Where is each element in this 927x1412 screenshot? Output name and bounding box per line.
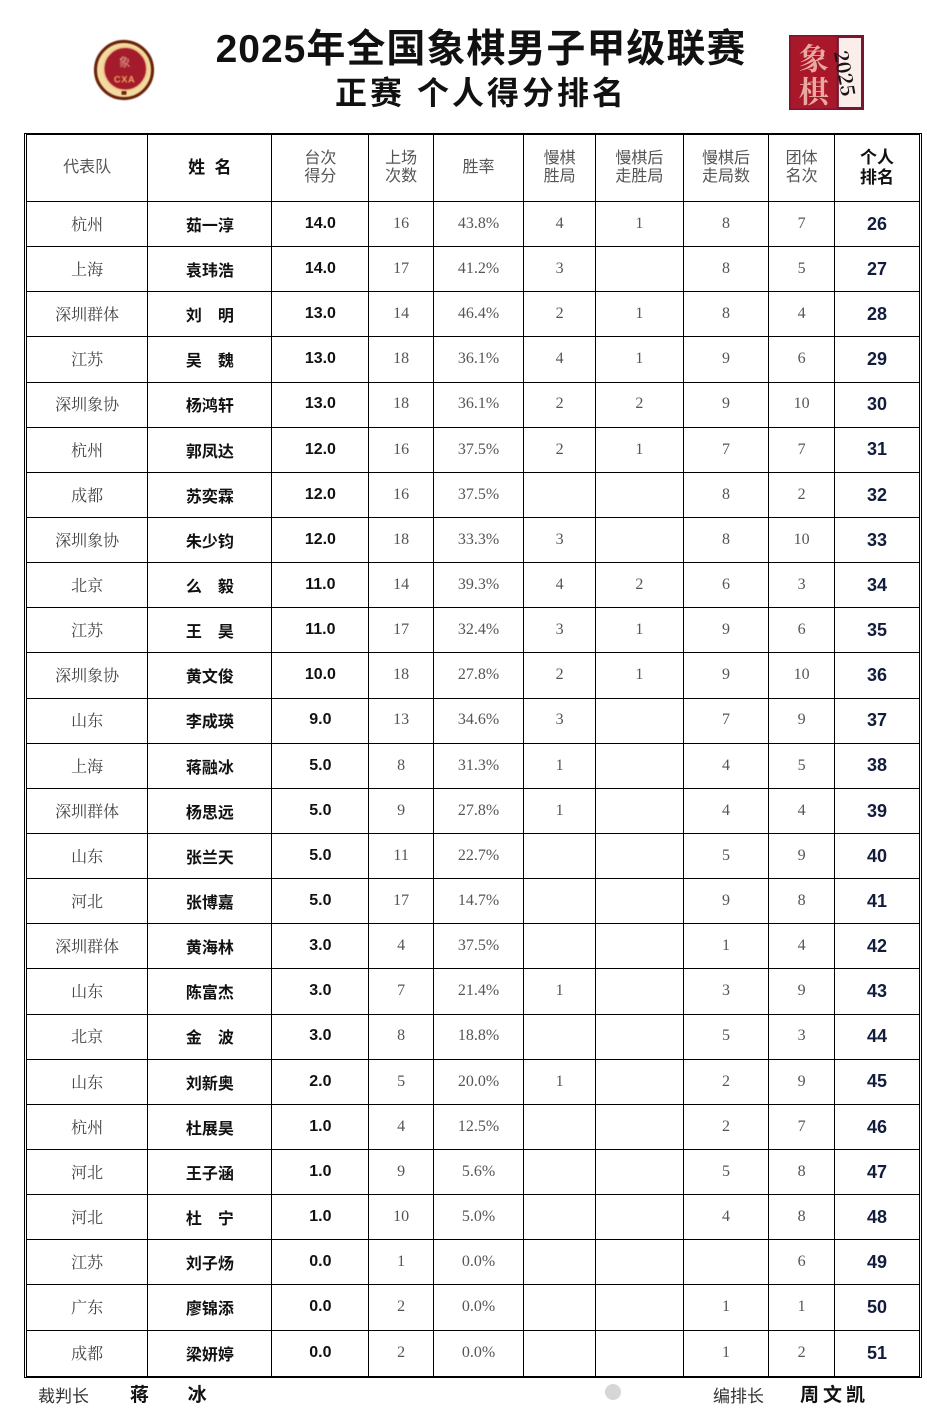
svg-text:棋: 棋 [799, 68, 831, 111]
svg-text:CXA: CXA [114, 74, 136, 84]
svg-text:象: 象 [119, 53, 131, 70]
